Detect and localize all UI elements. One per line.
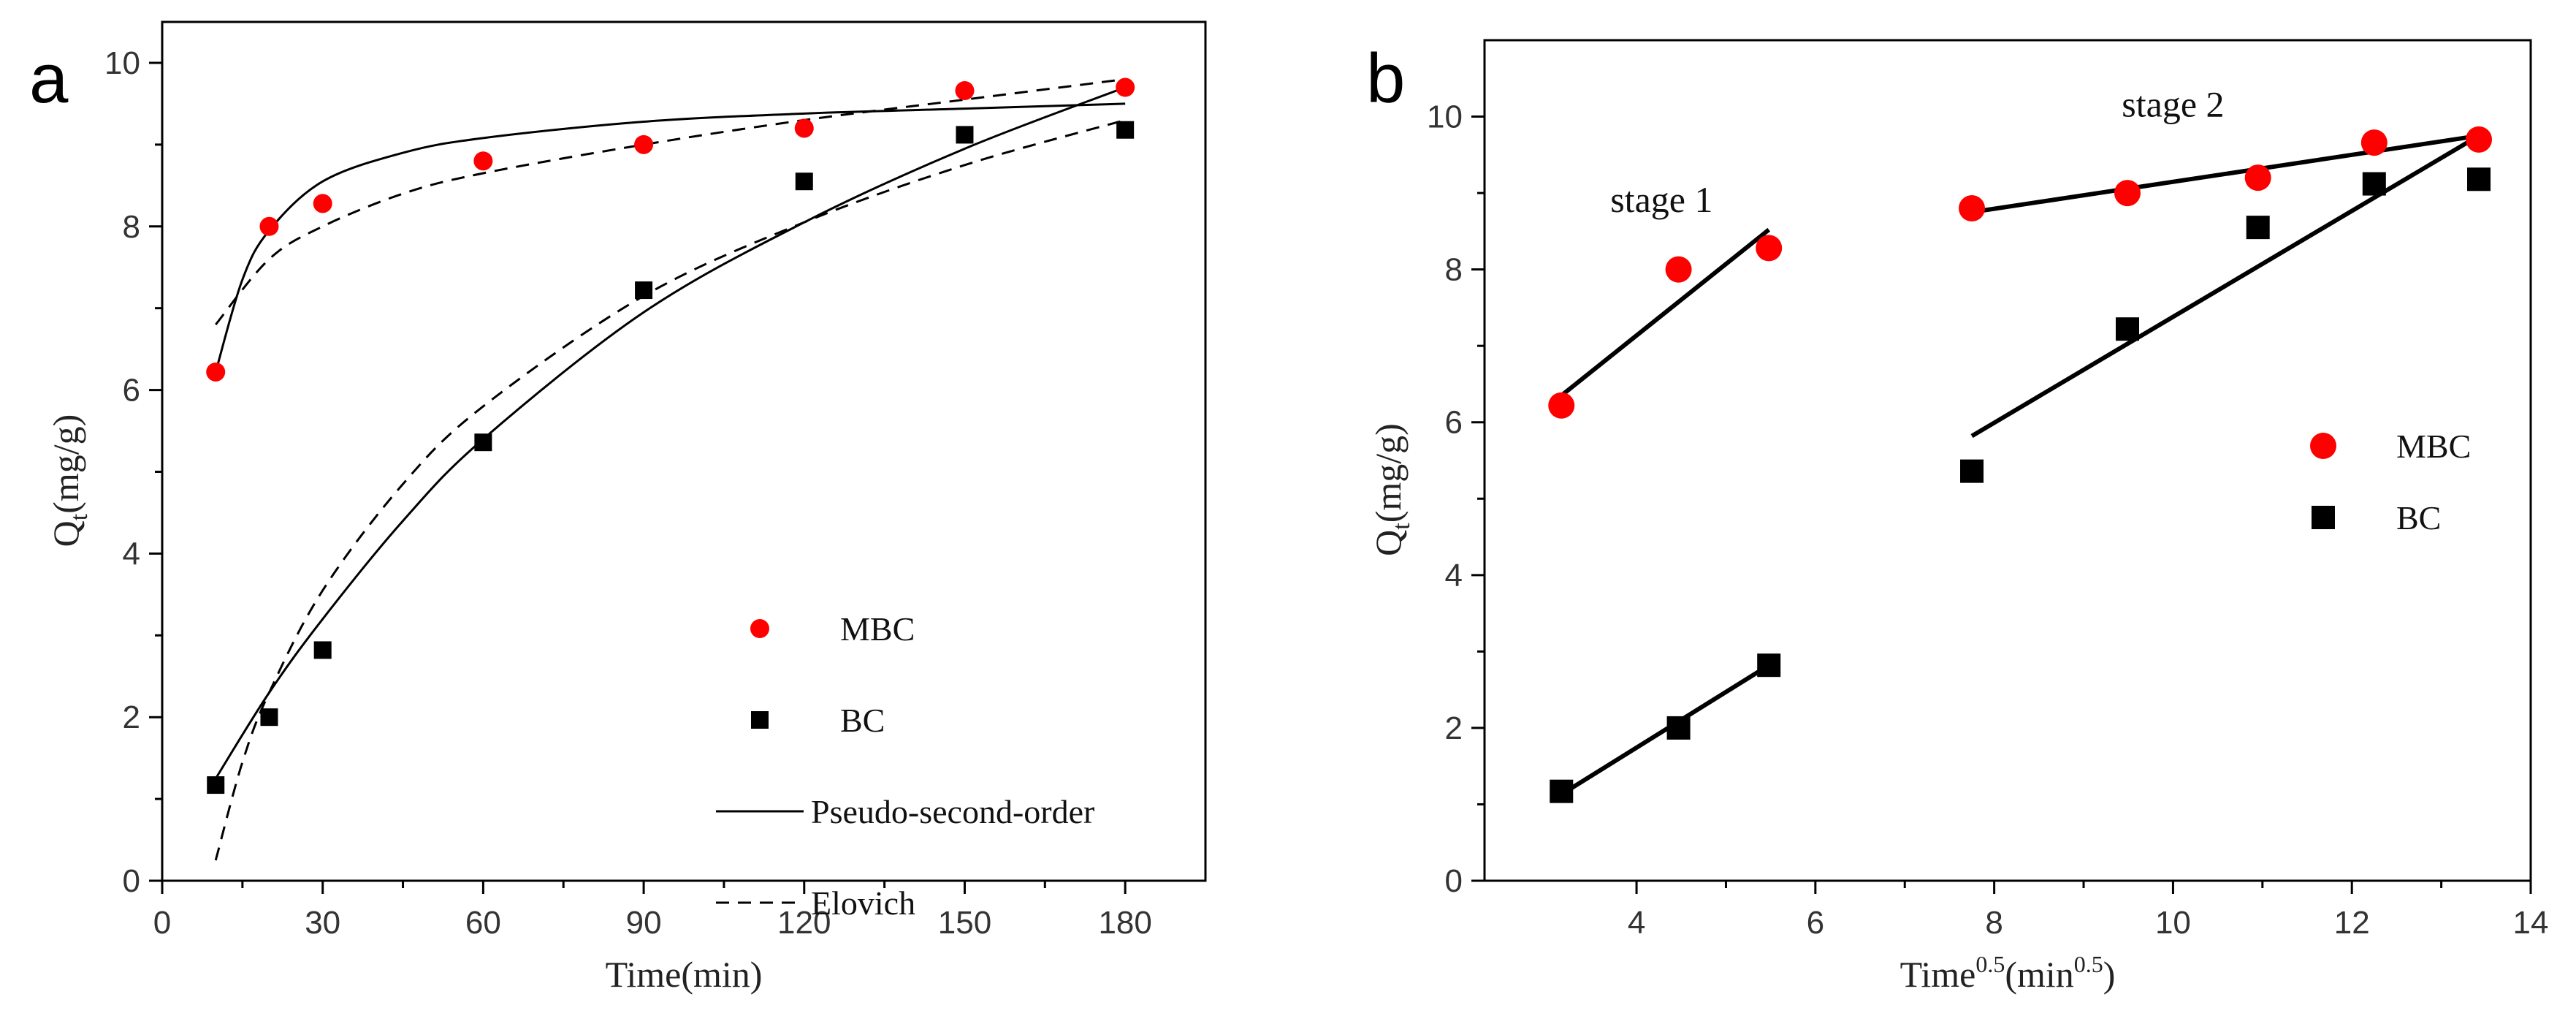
data-point-mbc: [955, 81, 975, 100]
x-tick-label: 60: [465, 905, 501, 941]
panel-label: a: [29, 39, 69, 118]
y-tick-label: 4: [1445, 558, 1463, 593]
data-point-mbc: [1665, 256, 1692, 283]
data-point-bc: [956, 126, 974, 144]
data-point-bc: [2467, 167, 2491, 191]
data-point-bc: [1116, 121, 1135, 139]
data-point-bc: [2246, 216, 2270, 240]
data-point-bc: [1666, 716, 1691, 740]
fit-line-mbc-stage-1-fit: [1560, 227, 1771, 398]
fit-line-pseudo-second-order: [214, 86, 1126, 779]
x-axis-title: Time0.5(min0.5): [1900, 951, 2116, 995]
data-point-mbc: [1116, 77, 1135, 97]
data-point-mbc: [259, 216, 279, 236]
data-point-bc: [2362, 172, 2386, 196]
data-point-mbc: [473, 151, 493, 171]
x-tick-label: 150: [938, 905, 991, 941]
x-tick-label: 10: [2155, 905, 2191, 941]
data-point-bc: [1960, 459, 1984, 483]
data-point-bc: [1757, 653, 1781, 678]
x-tick-label: 4: [1628, 905, 1645, 941]
x-tick-label: 12: [2334, 905, 2370, 941]
x-tick-label: 8: [1985, 905, 2003, 941]
plot-frame: [161, 20, 1207, 882]
data-point-bc: [1550, 779, 1574, 803]
y-tick-label: 8: [1445, 252, 1463, 288]
data-point-bc: [474, 433, 492, 452]
y-axis-title: Qt(mg/g): [45, 414, 93, 547]
annotation-stage-2: stage 2: [2122, 84, 2224, 125]
legend-label-mbc: MBC: [2396, 428, 2471, 465]
legend-marker-mbc: [750, 619, 769, 638]
chart-panel-a: a 0 30 60 90 120 150 180 0 2 4 6 8 10 Qt(mg/g) Time(min…: [29, 20, 1207, 995]
x-tick-label: 14: [2513, 905, 2549, 941]
panel-label: b: [1366, 39, 1405, 118]
data-point-bc: [795, 172, 813, 191]
y-tick-label: 0: [1445, 863, 1463, 899]
data-point-mbc: [634, 134, 654, 154]
legend-label-mbc: MBC: [840, 610, 915, 648]
fit-line-bc-stage-1-fit: [1560, 663, 1770, 797]
x-tick-label: 90: [626, 905, 662, 941]
legend-marker-bc: [751, 711, 769, 729]
fit-line-elovich: [215, 77, 1126, 325]
data-point-bc: [313, 641, 332, 659]
legend-marker-bc: [2312, 506, 2335, 529]
y-tick-label: 4: [123, 536, 140, 572]
data-point-mbc: [1959, 195, 1986, 221]
data-point-mbc: [2466, 126, 2493, 153]
x-tick-label: 0: [153, 905, 171, 941]
y-tick-label: 10: [104, 45, 140, 81]
data-point-bc: [635, 281, 653, 300]
x-tick-label: 180: [1098, 905, 1151, 941]
legend-marker-mbc: [2310, 433, 2336, 459]
legend-label-pseudo-second-order: Pseudo-second-order: [811, 793, 1094, 830]
y-axis-title: Qt(mg/g): [1368, 423, 1415, 556]
data-point-mbc: [794, 118, 814, 138]
x-axis-title: Time(min): [606, 954, 763, 995]
data-point-mbc: [206, 362, 226, 382]
data-point-bc: [260, 708, 278, 727]
y-tick-label: 10: [1427, 99, 1463, 135]
legend: MBC BC Pseudo-second-order Elovich: [716, 610, 1094, 922]
data-point-mbc: [2360, 129, 2388, 156]
legend-label-bc: BC: [840, 702, 885, 739]
fit-line-elovich: [214, 118, 1126, 861]
x-tick-label: 120: [777, 905, 831, 941]
y-tick-label: 2: [123, 699, 140, 735]
data-point-mbc: [2114, 180, 2141, 207]
y-tick-label: 6: [1445, 405, 1463, 441]
x-tick-label: 30: [305, 905, 340, 941]
fit-line-bc-stage-2-fit: [1970, 134, 2480, 439]
y-tick-label: 8: [123, 209, 140, 245]
plot-frame: [1483, 39, 2532, 882]
data-point-mbc: [1548, 392, 1575, 419]
data-point-mbc: [313, 194, 332, 213]
chart-panel-b: b 4 6 8 10 12 14 0 2 4 6 8 10 Qt(mg/g) Time0.5(min0.5)…: [1366, 39, 2548, 995]
legend-label-elovich: Elovich: [811, 884, 915, 922]
y-tick-label: 2: [1445, 710, 1463, 746]
data-point-bc: [2116, 317, 2140, 341]
annotation-stage-1: stage 1: [1610, 179, 1712, 220]
data-point-mbc: [1756, 235, 1783, 262]
y-tick-label: 0: [123, 863, 140, 899]
fit-line-pseudo-second-order: [214, 102, 1126, 373]
y-tick-label: 6: [123, 373, 140, 409]
legend-label-bc: BC: [2396, 499, 2441, 536]
data-point-mbc: [2244, 164, 2271, 191]
data-point-bc: [207, 776, 225, 794]
fit-line-mbc-stage-2-fit: [1971, 133, 2480, 215]
legend: MBC BC: [2310, 428, 2471, 536]
x-tick-label: 6: [1807, 905, 1824, 941]
